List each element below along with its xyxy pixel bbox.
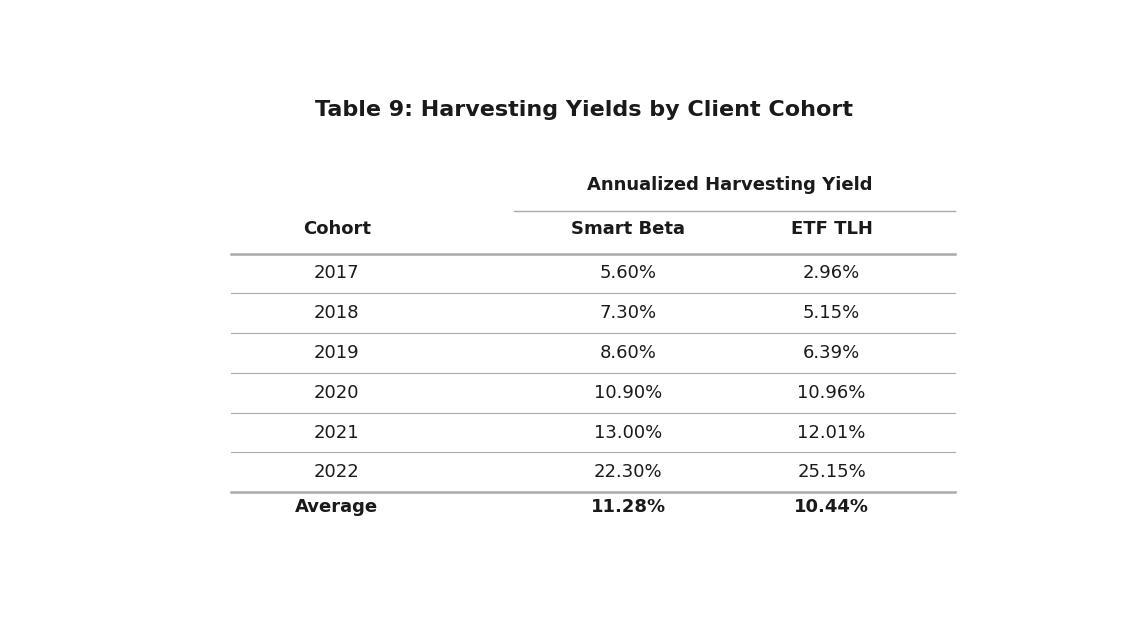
Text: 11.28%: 11.28% [591,497,666,516]
Text: 6.39%: 6.39% [803,344,861,362]
Text: Average: Average [295,497,378,516]
Text: Table 9: Harvesting Yields by Client Cohort: Table 9: Harvesting Yields by Client Coh… [316,100,853,120]
Text: 8.60%: 8.60% [600,344,657,362]
Text: 10.44%: 10.44% [795,497,869,516]
Text: 2019: 2019 [314,344,360,362]
Text: 2020: 2020 [315,384,359,402]
Text: 2.96%: 2.96% [803,264,861,282]
Text: 2022: 2022 [314,463,360,482]
Text: Smart Beta: Smart Beta [571,220,685,238]
Text: 10.90%: 10.90% [594,384,662,402]
Text: 25.15%: 25.15% [797,463,866,482]
Text: 10.96%: 10.96% [798,384,865,402]
Text: 22.30%: 22.30% [594,463,662,482]
Text: ETF TLH: ETF TLH [791,220,872,238]
Text: 2021: 2021 [314,423,360,442]
Text: 5.15%: 5.15% [803,304,861,322]
Text: 2017: 2017 [314,264,360,282]
Text: Annualized Harvesting Yield: Annualized Harvesting Yield [587,176,873,194]
Text: 7.30%: 7.30% [600,304,657,322]
Text: 2018: 2018 [315,304,359,322]
Text: Cohort: Cohort [303,220,370,238]
Text: 5.60%: 5.60% [600,264,657,282]
Text: 13.00%: 13.00% [594,423,662,442]
Text: 12.01%: 12.01% [798,423,865,442]
